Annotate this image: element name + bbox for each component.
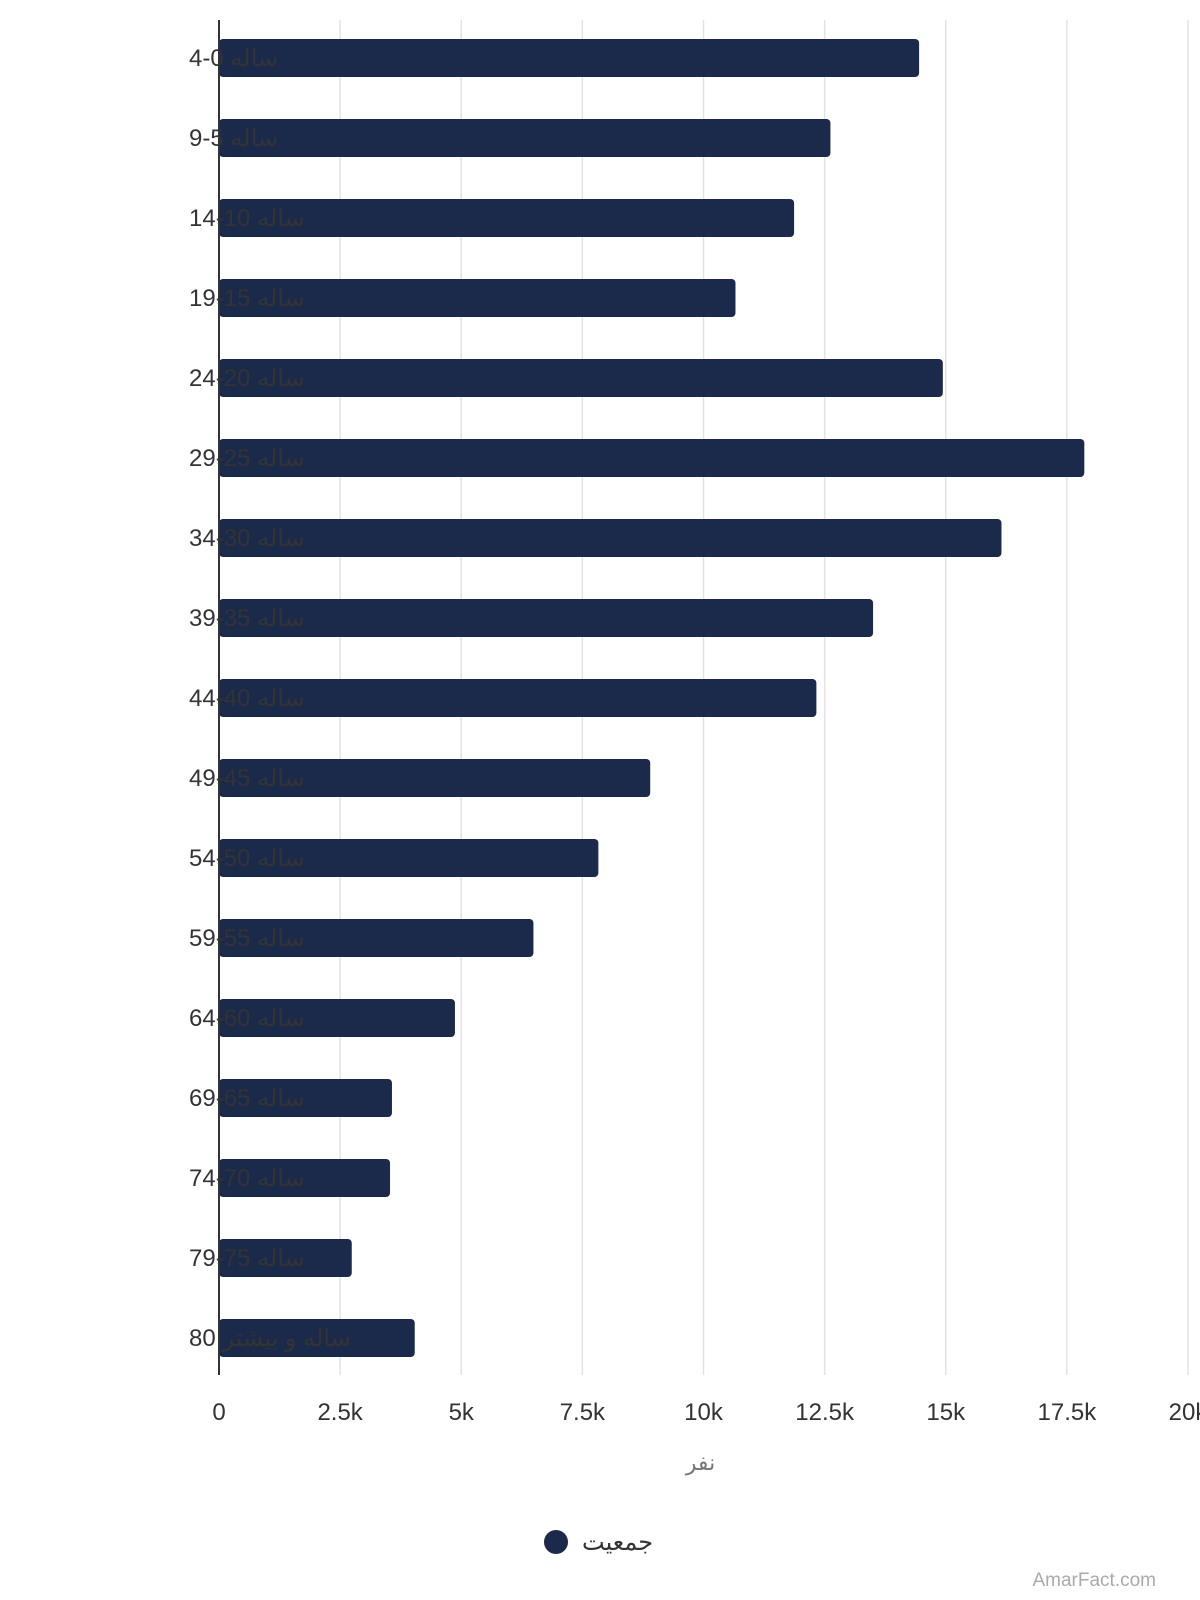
bar[interactable] xyxy=(219,599,874,637)
bar[interactable] xyxy=(219,759,651,797)
bar[interactable] xyxy=(219,439,1085,477)
bar[interactable] xyxy=(219,1159,391,1197)
category-label: ساله و بیشتر 80 xyxy=(189,1325,351,1352)
category-label: ساله 20-24 xyxy=(189,365,305,392)
bar[interactable] xyxy=(219,919,534,957)
x-tick-label: 2.5k xyxy=(317,1399,363,1426)
x-tick-label: 10k xyxy=(684,1399,724,1426)
bar[interactable] xyxy=(219,119,831,157)
bar[interactable] xyxy=(219,839,599,877)
category-label: ساله 60-64 xyxy=(189,1005,305,1032)
category-label: ساله 55-59 xyxy=(189,925,305,952)
bar[interactable] xyxy=(219,279,736,317)
bar[interactable] xyxy=(219,519,1002,557)
x-tick-label: 5k xyxy=(449,1399,475,1426)
category-label: ساله 50-54 xyxy=(189,845,305,872)
legend-label: جمعیت xyxy=(582,1529,653,1556)
legend-marker-icon xyxy=(544,1530,568,1554)
x-tick-labels: 0 2.5k 5k 7.5k 10k 12.5k 15k 17.5k 20k xyxy=(212,1399,1200,1426)
watermark: AmarFact.com xyxy=(1032,1570,1156,1591)
category-label: ساله 5-9 xyxy=(189,125,278,152)
category-label: ساله 45-49 xyxy=(189,765,305,792)
x-tick-label: 20k xyxy=(1169,1399,1200,1426)
category-label: ساله 65-69 xyxy=(189,1085,305,1112)
category-label: ساله 40-44 xyxy=(189,685,305,712)
category-label: ساله 30-34 xyxy=(189,525,305,552)
bar[interactable] xyxy=(219,359,943,397)
x-tick-label: 0 xyxy=(212,1399,225,1426)
bar[interactable] xyxy=(219,999,455,1037)
x-tick-label: 7.5k xyxy=(560,1399,606,1426)
x-tick-label: 12.5k xyxy=(795,1399,855,1426)
bar[interactable] xyxy=(219,1319,415,1357)
bar[interactable] xyxy=(219,1079,392,1117)
category-label: ساله 75-79 xyxy=(189,1245,305,1272)
category-labels: ساله 0-4 ساله 5-9 ساله 10-14 ساله 15-19 ساله… xyxy=(189,45,351,1352)
x-axis-title: نفر xyxy=(685,1450,715,1475)
legend[interactable]: جمعیت xyxy=(544,1529,653,1556)
category-label: ساله 70-74 xyxy=(189,1165,305,1192)
bar[interactable] xyxy=(219,679,817,717)
category-label: ساله 15-19 xyxy=(189,285,305,312)
bar[interactable] xyxy=(219,39,920,77)
category-label: ساله 25-29 xyxy=(189,445,305,472)
category-label: ساله 10-14 xyxy=(189,205,305,232)
bars xyxy=(219,39,1085,1357)
category-label: ساله 35-39 xyxy=(189,605,305,632)
bar[interactable] xyxy=(219,1239,352,1277)
bar[interactable] xyxy=(219,199,795,237)
x-tick-label: 17.5k xyxy=(1038,1399,1098,1426)
x-tick-label: 15k xyxy=(926,1399,966,1426)
category-label: ساله 0-4 xyxy=(189,45,278,72)
